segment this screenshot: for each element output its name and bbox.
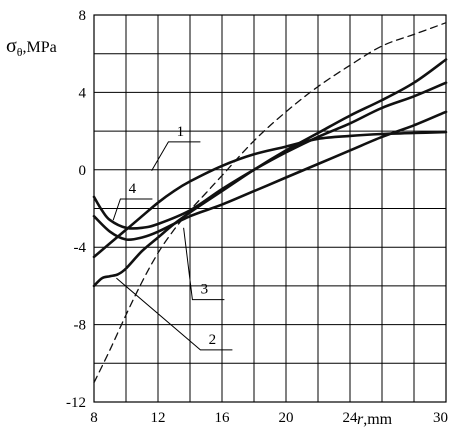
series-3-leader-line [183, 227, 225, 301]
series-2-line [92, 58, 448, 288]
y-axis-subscript: θ [17, 45, 23, 59]
tick-labels: 840-4-8-128 12 16 20 24 30 [66, 8, 448, 426]
series-3-label: 3 [201, 282, 209, 298]
series-2-leader-line [116, 277, 233, 351]
y-axis-unit: ,MPa [23, 39, 57, 56]
x-axis-symbol: r [357, 411, 364, 428]
y-tick-label: -12 [66, 395, 86, 411]
x-tick-label: 16 [215, 410, 231, 426]
x-tick-label: 20 [279, 410, 294, 426]
curves [92, 22, 448, 384]
y-tick-label: -8 [74, 318, 87, 334]
y-axis-symbol: σ [6, 35, 17, 57]
series-annotations: 1 4 3 2 [112, 124, 233, 351]
x-axis-unit: ,mm [363, 411, 392, 428]
series-4-label: 4 [129, 181, 137, 197]
y-tick-label: 8 [79, 8, 87, 24]
series-4-leader-line [112, 198, 153, 221]
y-tick-label: 0 [79, 163, 87, 179]
series-4-line [92, 81, 448, 230]
series-1-label: 1 [177, 124, 185, 140]
grid [93, 14, 447, 403]
x-tick-label: 12 [151, 410, 166, 426]
y-axis-label: σθ,MPa [6, 35, 57, 59]
plot-frame [93, 14, 447, 403]
dashed-series-line [93, 22, 447, 384]
y-tick-label: 4 [79, 85, 87, 101]
series-2-label: 2 [209, 332, 217, 348]
x-tick-label: 30 [433, 410, 448, 426]
series-1-line [92, 130, 448, 259]
x-tick-label: 8 [90, 410, 98, 426]
series-3-line [92, 110, 448, 242]
y-tick-label: -4 [74, 240, 87, 256]
series-1-leader-line [151, 141, 201, 172]
x-axis-label: r,mm [357, 411, 393, 428]
x-tick-label: 24 [343, 410, 359, 426]
